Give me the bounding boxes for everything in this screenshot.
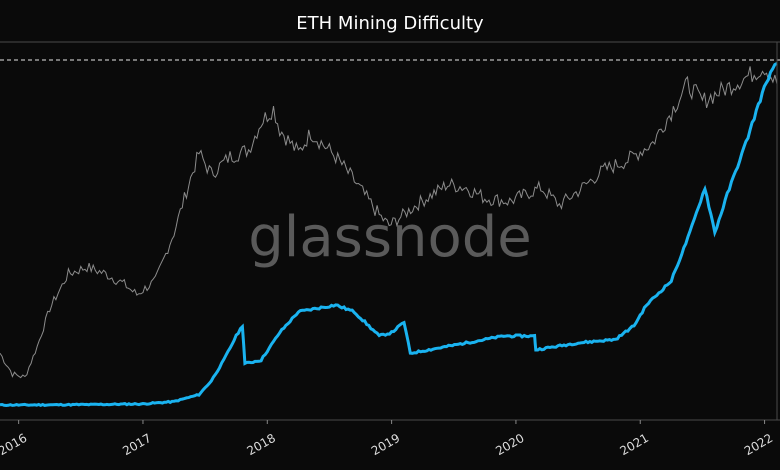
chart-title: ETH Mining Difficulty <box>296 13 484 34</box>
x-tick-label-2021: 2021 <box>618 431 651 458</box>
glassnode-watermark: glassnode <box>248 205 532 270</box>
x-tick-label-2020: 2020 <box>493 431 526 458</box>
x-tick-label-2022: 2022 <box>742 431 775 458</box>
x-tick-label-2018: 2018 <box>245 431 278 458</box>
series-line-price <box>0 66 778 379</box>
series-line-difficulty <box>0 62 778 408</box>
x-tick-label-2017: 2017 <box>120 431 153 458</box>
x-axis-ticks: 2016 2017 2018 2019 2020 2021 2022 <box>0 420 775 458</box>
x-tick-label-2019: 2019 <box>369 431 402 458</box>
x-tick-label-2016: 2016 <box>0 431 29 458</box>
